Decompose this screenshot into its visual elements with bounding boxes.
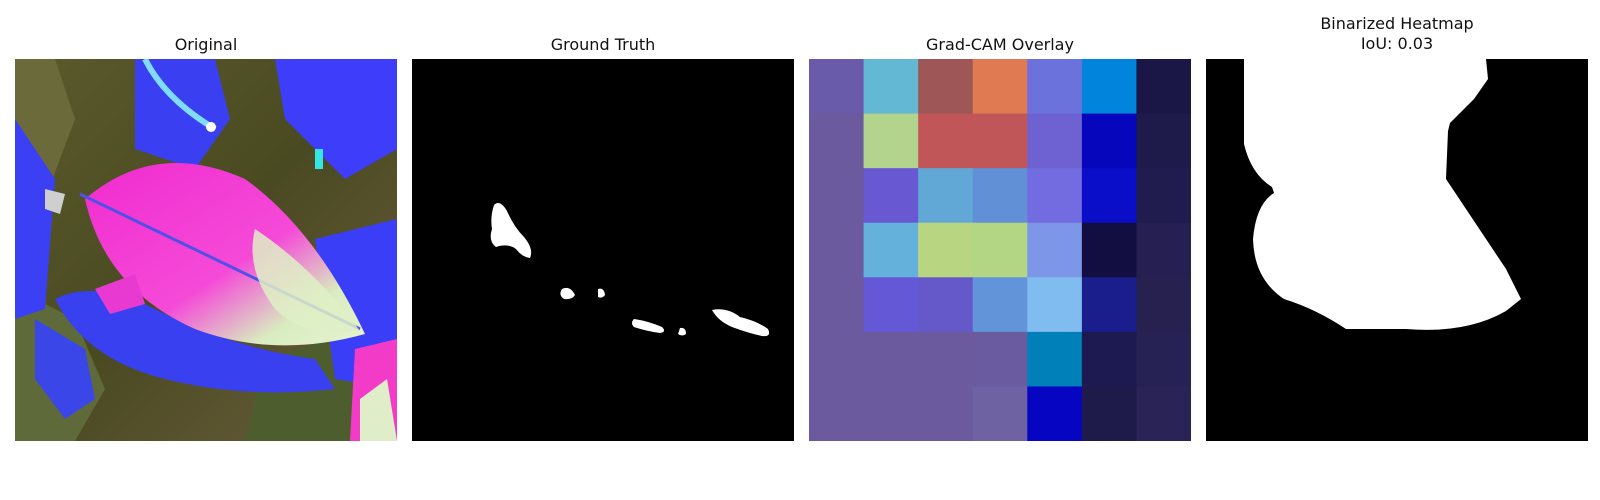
gradcam-cell [1081,331,1137,387]
gradcam-cell [972,386,1028,441]
gradcam-cell [1081,222,1137,278]
gradcam-cell [1136,277,1191,333]
gradcam-cell [918,168,974,224]
gradcam-cell [1027,277,1083,333]
gradcam-cell [1081,386,1137,441]
ground-truth-title: Ground Truth [550,35,656,54]
gradcam-cell [972,222,1028,278]
gradcam-cell [1027,222,1083,278]
gradcam-cell [918,59,974,115]
original-image [15,59,397,441]
gradcam-cell [918,113,974,169]
gradcam-cell [863,59,919,115]
original-image-graphic [15,59,397,441]
gradcam-cell [863,386,919,441]
gradcam-cell [863,331,919,387]
gradcam-cell [918,277,974,333]
gradcam-cell [1081,277,1137,333]
binarized-heatmap-title: Binarized Heatmap [1320,14,1474,33]
gradcam-cell [1027,59,1083,115]
gradcam-overlay [809,59,1191,441]
gradcam-cell [863,113,919,169]
iou-score: IoU: 0.03 [1360,34,1434,53]
gradcam-overlay-title: Grad-CAM Overlay [926,35,1074,54]
gradcam-cell [809,331,865,387]
original-title: Original [174,35,238,54]
gradcam-cell [1136,331,1191,387]
binarized-heatmap [1206,59,1588,441]
gradcam-cell [863,222,919,278]
gradcam-cell [972,331,1028,387]
gradcam-cell [1136,59,1191,115]
gradcam-cell [1136,168,1191,224]
gradcam-cell [1027,113,1083,169]
gradcam-cell [972,168,1028,224]
gradcam-cell [1027,331,1083,387]
gradcam-cell [918,386,974,441]
gradcam-cell [1081,113,1137,169]
gradcam-cell [809,168,865,224]
gradcam-cell [1027,168,1083,224]
gradcam-cell [1027,386,1083,441]
gradcam-cell [809,222,865,278]
gradcam-cell [1081,168,1137,224]
gradcam-cell [863,277,919,333]
binarized-heatmap-title-block: Binarized Heatmap IoU: 0.03 [1206,14,1588,54]
gradcam-cell [809,113,865,169]
gradcam-cell [1136,386,1191,441]
gradcam-cell [918,331,974,387]
gradcam-cell [918,222,974,278]
ground-truth-mask-graphic [412,59,794,441]
gradcam-cell [809,277,865,333]
ground-truth-mask [412,59,794,441]
gradcam-cell [1081,59,1137,115]
gradcam-cell [1136,113,1191,169]
gradcam-cell [972,59,1028,115]
gradcam-cell [972,113,1028,169]
binarized-heatmap-graphic [1206,59,1588,441]
gradcam-cell [863,168,919,224]
gradcam-cell [809,59,865,115]
gradcam-grid [809,59,1191,441]
gradcam-cell [1136,222,1191,278]
gradcam-cell [972,277,1028,333]
gradcam-cell [809,386,865,441]
